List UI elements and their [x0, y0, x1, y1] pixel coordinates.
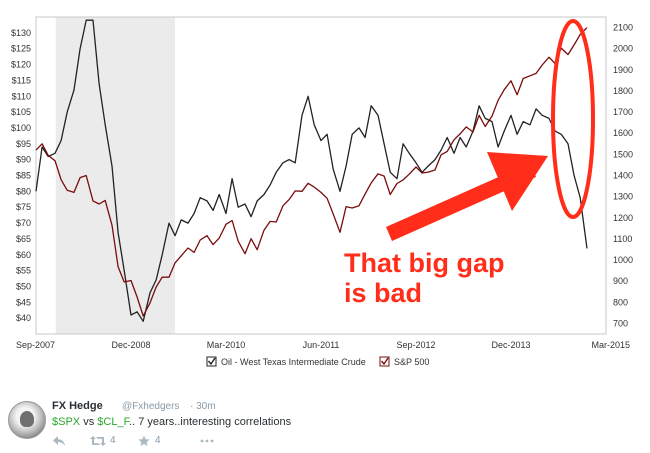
legend-label-oil: Oil - West Texas Intermediate Crude	[221, 357, 366, 367]
x-tick-label: Dec-2013	[491, 340, 530, 350]
left-tick-label: $45	[16, 297, 31, 307]
x-tick-label: Sep-2007	[16, 340, 55, 350]
left-tick-label: $95	[16, 139, 31, 149]
series-line-oil	[35, 19, 588, 322]
legend-checkbox-sp500[interactable]	[379, 356, 390, 367]
right-tick-label: 1700	[613, 107, 633, 117]
left-tick-label: $70	[16, 218, 31, 228]
legend: Oil - West Texas Intermediate Crude S&P …	[206, 356, 429, 367]
right-axis-ticks: 700 800 900 1000 1100 1200 1300 1400 1500 1600 170…	[613, 23, 633, 329]
tweet-time[interactable]: 30m	[196, 401, 216, 412]
series-line-sp500	[35, 27, 588, 317]
plot-frame	[35, 16, 607, 335]
right-tick-label: 1200	[613, 213, 633, 223]
right-tick-label: 1100	[613, 234, 632, 244]
cashtag-spx[interactable]: $SPX	[52, 416, 81, 428]
tweet-text-rest: .. 7 years..interesting correlations	[129, 416, 292, 428]
tweet-separator: ·	[190, 401, 194, 412]
left-tick-label: $65	[16, 234, 31, 244]
left-tick-label: $75	[16, 202, 31, 212]
x-tick-label: Dec-2008	[111, 340, 150, 350]
right-tick-label: 1400	[613, 171, 633, 181]
tweet-text-vs: vs	[80, 416, 98, 428]
favorite-button[interactable]: 4	[138, 435, 188, 447]
left-tick-label: $85	[16, 171, 31, 181]
chart: $40 $45 $50 $55 $60 $65 $70 $75 $80 $85 $90 $95 $100…	[10, 16, 634, 367]
legend-checkbox-oil[interactable]	[206, 356, 217, 367]
retweet-icon	[90, 436, 106, 446]
tweet-text: $SPX vs $CL_F.. 7 years..interesting cor…	[52, 416, 291, 428]
tweet-author-name[interactable]: FX Hedge	[52, 400, 103, 412]
series-layer	[35, 19, 588, 322]
reply-button[interactable]	[52, 435, 66, 447]
left-tick-label: $125	[11, 44, 31, 54]
tweet-card: FX Hedge @Fxhedgers · 30m $SPX vs $CL_F.…	[0, 393, 650, 453]
right-tick-label: 2000	[613, 44, 633, 54]
left-tick-label: $115	[12, 75, 31, 85]
left-tick-label: $110	[12, 91, 31, 101]
left-tick-label: $55	[16, 266, 31, 276]
avatar[interactable]	[8, 401, 46, 439]
legend-item-oil[interactable]: Oil - West Texas Intermediate Crude	[206, 356, 366, 367]
legend-item-sp500[interactable]: S&P 500	[379, 356, 429, 367]
x-tick-label: Sep-2012	[396, 340, 435, 350]
right-tick-label: 1600	[613, 128, 633, 138]
cashtag-cl[interactable]: $CL_F	[97, 416, 130, 428]
favorite-count: 4	[155, 435, 161, 446]
tweet-author-handle[interactable]: @Fxhedgers	[122, 401, 180, 412]
left-tick-label: $100	[11, 123, 31, 133]
left-tick-label: $120	[11, 60, 31, 70]
x-tick-label: Jun-2011	[303, 340, 340, 350]
x-tick-label: Mar-2010	[207, 340, 246, 350]
right-tick-label: 800	[613, 297, 628, 307]
legend-check-sp500	[380, 357, 389, 366]
left-tick-label: $105	[11, 107, 31, 117]
annotation-arrow	[386, 152, 548, 241]
right-tick-label: 1800	[613, 86, 633, 96]
reply-icon	[53, 436, 65, 446]
legend-check-oil	[207, 357, 216, 366]
more-icon	[200, 439, 214, 443]
left-tick-label: $130	[11, 28, 31, 38]
annotation-line-1: That big gap	[344, 248, 504, 278]
retweet-button[interactable]: 4	[90, 435, 160, 447]
legend-label-sp500: S&P 500	[394, 357, 429, 367]
right-tick-label: 900	[613, 276, 628, 286]
right-tick-label: 1000	[613, 255, 633, 265]
more-button[interactable]	[200, 435, 216, 447]
left-tick-label: $80	[16, 186, 31, 196]
x-tick-label: Mar-2015	[591, 340, 630, 350]
left-tick-label: $60	[16, 250, 31, 260]
right-tick-label: 1900	[613, 65, 633, 75]
left-tick-label: $40	[16, 313, 31, 323]
left-tick-label: $50	[16, 281, 31, 291]
right-tick-label: 700	[613, 318, 628, 328]
annotation-line-2: is bad	[344, 278, 422, 308]
right-tick-label: 1300	[613, 192, 633, 202]
right-tick-label: 1500	[613, 149, 633, 159]
x-axis-ticks: Sep-2007 Dec-2008 Mar-2010 Jun-2011 Sep-2012…	[16, 340, 630, 350]
retweet-count: 4	[110, 435, 116, 446]
right-tick-label: 2100	[613, 23, 633, 33]
left-tick-label: $90	[16, 155, 31, 165]
annotation-ellipse	[551, 19, 595, 219]
tweet-timestamp[interactable]: · 30m	[190, 401, 216, 412]
left-axis-ticks: $40 $45 $50 $55 $60 $65 $70 $75 $80 $85 $90 $95 $100…	[11, 28, 31, 323]
star-icon	[138, 435, 150, 446]
